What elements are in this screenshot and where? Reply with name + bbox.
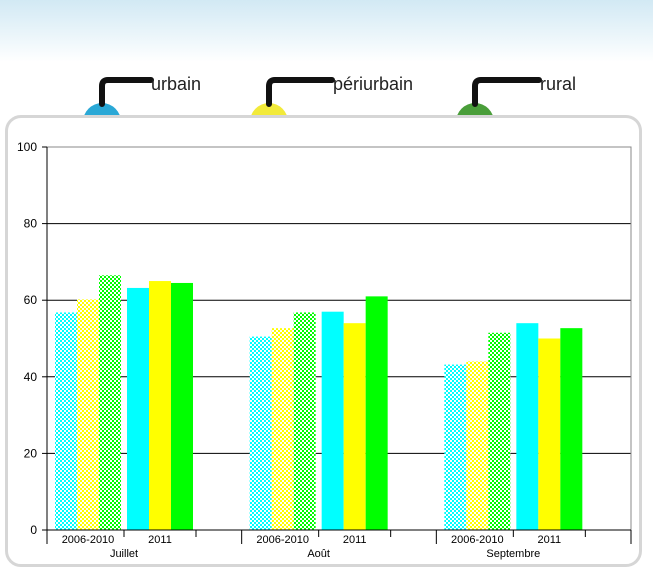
axes (42, 146, 632, 544)
subgroup-label: 2006-2010 (256, 534, 309, 546)
bar-septembre-2011-0 (516, 323, 539, 530)
y-tick-label: 100 (17, 140, 37, 154)
bar-août-2011-0 (321, 311, 344, 530)
y-tick-label: 60 (24, 293, 38, 307)
legend-label-periurbain: périurbain (333, 74, 414, 94)
bar-septembre-2006-2010-1 (466, 361, 489, 530)
bar-juillet-2006-2010-2 (99, 275, 121, 530)
subgroup-label: 2006-2010 (62, 534, 115, 546)
y-tick-label: 40 (24, 370, 38, 384)
group-label: Juillet (110, 548, 138, 560)
bar-août-2011-1 (343, 323, 366, 530)
bar-septembre-2011-2 (560, 328, 583, 530)
legend-connector-rural (472, 77, 542, 107)
y-tick-label: 80 (24, 217, 38, 231)
y-tick-label: 0 (30, 523, 37, 537)
group-label: Août (307, 548, 330, 560)
bar-août-2006-2010-0 (249, 336, 272, 530)
bar-septembre-2006-2010-2 (488, 332, 511, 530)
bar-juillet-2011-1 (149, 281, 171, 530)
legend-label-urbain: urbain (151, 74, 202, 94)
subgroup-label: 2011 (343, 534, 367, 546)
bar-juillet-2006-2010-1 (77, 299, 99, 530)
legend-connector-periurbain (266, 77, 335, 107)
bar-septembre-2011-1 (538, 338, 561, 530)
legend-connector-urbain (99, 77, 154, 107)
subgroup-label: 2011 (148, 534, 172, 546)
subgroup-label: 2006-2010 (451, 534, 504, 546)
y-tick-label: 20 (24, 446, 38, 460)
subgroup-label: 2011 (538, 534, 562, 546)
header-band (0, 0, 653, 62)
group-label: Septembre (486, 548, 540, 560)
bar-août-2006-2010-1 (271, 328, 294, 530)
bar-août-2011-2 (365, 296, 388, 530)
bar-juillet-2006-2010-0 (55, 312, 77, 530)
bar-juillet-2011-0 (127, 287, 149, 530)
bar-août-2006-2010-2 (293, 312, 316, 530)
bar-septembre-2006-2010-0 (444, 364, 467, 530)
legend-label-rural: rural (540, 74, 577, 94)
axis-labels: 0 20 40 60 80 100 2006-2010 2011 Juillet 2006-201… (17, 140, 561, 560)
bars (55, 275, 583, 530)
bar-juillet-2011-2 (171, 282, 193, 530)
